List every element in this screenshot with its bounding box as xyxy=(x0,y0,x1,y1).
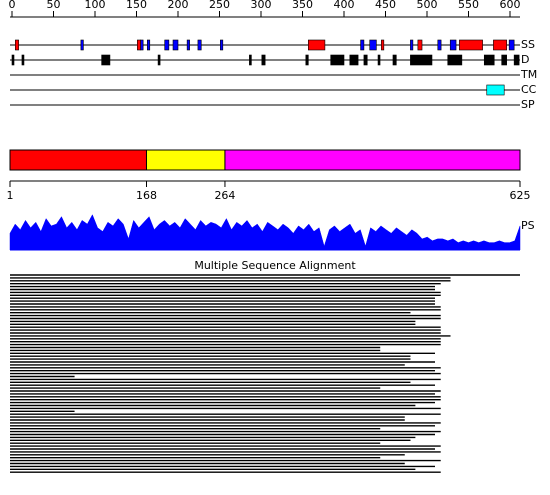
track-label: SS xyxy=(521,38,535,51)
track-label: SP xyxy=(521,98,535,111)
feature xyxy=(137,39,141,51)
feature xyxy=(417,39,423,51)
tick-label: 600 xyxy=(500,0,521,11)
feature xyxy=(349,54,359,66)
boundary-label: 264 xyxy=(214,189,235,202)
feature xyxy=(11,54,15,66)
profile-area xyxy=(9,214,521,251)
feature xyxy=(15,39,19,51)
feature xyxy=(101,54,111,66)
feature xyxy=(172,39,179,51)
feature xyxy=(437,39,442,51)
feature xyxy=(220,39,224,51)
profile-label: PS xyxy=(521,219,535,232)
tick-label: 200 xyxy=(168,0,189,11)
feature xyxy=(369,39,377,51)
feature xyxy=(164,39,170,51)
track-label: CC xyxy=(521,83,537,96)
msa-title: Multiple Sequence Alignment xyxy=(194,259,356,272)
tick-label: 300 xyxy=(251,0,272,11)
track-label: D xyxy=(521,53,529,66)
tick-label: 350 xyxy=(292,0,313,11)
tick-label: 500 xyxy=(417,0,438,11)
boundary-label: 625 xyxy=(510,189,531,202)
feature xyxy=(308,39,326,51)
feature xyxy=(410,54,433,66)
feature xyxy=(305,54,309,66)
feature xyxy=(363,54,368,66)
track-label: TM xyxy=(520,68,537,81)
feature xyxy=(501,54,507,66)
domain xyxy=(9,149,147,171)
tick-label: 450 xyxy=(375,0,396,11)
tick-label: 250 xyxy=(209,0,230,11)
feature xyxy=(80,39,84,51)
feature xyxy=(360,39,365,51)
feature xyxy=(377,54,381,66)
feature xyxy=(410,39,414,51)
feature xyxy=(486,84,505,96)
tick-label: 550 xyxy=(458,0,479,11)
feature xyxy=(330,54,345,66)
feature xyxy=(197,39,202,51)
feature xyxy=(508,39,515,51)
feature xyxy=(447,54,463,66)
tick-label: 100 xyxy=(85,0,106,11)
feature xyxy=(186,39,190,51)
tick-label: 400 xyxy=(334,0,355,11)
feature xyxy=(392,54,397,66)
domain xyxy=(145,149,226,171)
feature xyxy=(459,39,483,51)
feature xyxy=(449,39,457,51)
feature xyxy=(513,54,520,66)
tick-label: 150 xyxy=(126,0,147,11)
feature xyxy=(140,39,144,51)
feature xyxy=(493,39,507,51)
feature xyxy=(381,39,385,51)
tick-label: 0 xyxy=(9,0,16,11)
boundary-label: 1 xyxy=(7,189,14,202)
tick-label: 50 xyxy=(47,0,61,11)
boundary-label: 168 xyxy=(136,189,157,202)
feature xyxy=(21,54,25,66)
feature xyxy=(249,54,252,66)
domain xyxy=(224,149,521,171)
feature xyxy=(483,54,495,66)
feature xyxy=(157,54,161,66)
feature xyxy=(261,54,266,66)
feature xyxy=(146,39,151,51)
